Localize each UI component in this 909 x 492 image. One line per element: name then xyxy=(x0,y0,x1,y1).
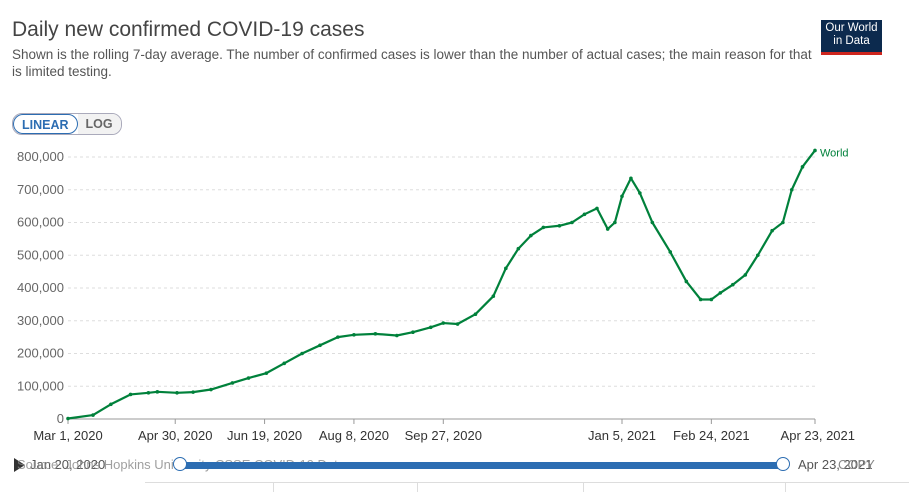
x-tick-label: Feb 24, 2021 xyxy=(673,428,750,443)
x-tick-label: Sep 27, 2020 xyxy=(405,428,482,443)
log-scale-button[interactable]: LOG xyxy=(77,114,121,134)
data-point xyxy=(718,291,723,295)
series-label-world: World xyxy=(820,147,849,159)
logo-line-2: in Data xyxy=(833,35,870,47)
data-point xyxy=(595,206,599,211)
data-point xyxy=(516,246,521,251)
scale-toggle: LINEAR LOG xyxy=(12,113,122,135)
linear-scale-button[interactable]: LINEAR xyxy=(13,114,78,134)
data-point xyxy=(300,351,304,356)
data-point xyxy=(730,282,735,287)
tab-divider xyxy=(417,483,418,492)
data-point xyxy=(336,335,340,339)
x-tick-label: Jan 5, 2021 xyxy=(588,428,656,443)
data-point xyxy=(318,343,322,348)
data-point xyxy=(789,187,794,192)
data-point xyxy=(582,212,587,217)
data-point xyxy=(264,371,269,375)
data-point xyxy=(230,381,235,385)
data-point xyxy=(128,392,133,397)
timeline-start-label: Jan 20, 2020 xyxy=(30,457,106,472)
y-tick-label: 0 xyxy=(57,411,64,426)
data-point xyxy=(613,220,617,225)
data-point xyxy=(395,333,399,338)
owid-logo[interactable]: Our World in Data xyxy=(821,20,882,55)
x-tick-label: Jun 19, 2020 xyxy=(227,428,302,443)
play-icon[interactable] xyxy=(14,458,25,472)
chart-title: Daily new confirmed COVID-19 cases xyxy=(12,18,365,41)
y-tick-label: 500,000 xyxy=(17,247,64,262)
data-point xyxy=(698,297,703,302)
y-tick-label: 700,000 xyxy=(17,182,64,197)
logo-line-1: Our World xyxy=(825,22,878,34)
y-tick-label: 300,000 xyxy=(17,313,64,328)
series-line-world xyxy=(67,149,816,420)
timeline: Jan 20, 2020 Source: Johns Hopkins Unive… xyxy=(0,452,909,482)
data-point xyxy=(411,330,415,335)
data-point xyxy=(668,250,673,254)
data-point xyxy=(756,253,760,258)
series-labels: World xyxy=(820,147,849,159)
data-point xyxy=(209,387,213,392)
data-point xyxy=(605,227,610,231)
data-point xyxy=(813,148,817,153)
y-tick-label: 800,000 xyxy=(17,149,64,164)
data-point xyxy=(175,391,179,395)
data-point xyxy=(109,402,113,407)
data-point xyxy=(373,332,378,336)
data-point xyxy=(743,273,748,277)
data-point xyxy=(66,416,70,421)
data-point xyxy=(620,194,624,199)
tab-divider xyxy=(785,483,786,492)
timeline-end-handle[interactable] xyxy=(776,457,790,471)
y-tick-label: 100,000 xyxy=(17,378,64,393)
x-tick-label: Aug 8, 2020 xyxy=(319,428,389,443)
copy-link[interactable]: COPY xyxy=(838,457,875,472)
data-point xyxy=(684,279,689,284)
data-point xyxy=(629,176,633,181)
data-point xyxy=(529,233,533,238)
data-point xyxy=(570,220,574,225)
x-tick-label: Apr 30, 2020 xyxy=(138,428,212,443)
data-point xyxy=(352,333,356,337)
data-point xyxy=(428,325,433,330)
data-point xyxy=(770,228,774,233)
data-point xyxy=(246,376,251,380)
data-point xyxy=(800,165,805,169)
data-point xyxy=(473,312,478,316)
timeline-end-label: Apr 23, 2021 xyxy=(798,457,873,472)
data-point xyxy=(91,413,95,417)
gridlines xyxy=(68,156,815,420)
y-axis-ticks: 0 100,000 200,000 300,000 400,000 500,000 600,… xyxy=(17,149,64,426)
data-point xyxy=(557,223,562,228)
data-point xyxy=(282,361,287,366)
y-tick-label: 600,000 xyxy=(17,215,64,230)
chart-subtitle: Shown is the rolling 7-day average. The … xyxy=(12,47,812,79)
series-lines xyxy=(67,149,816,420)
data-point xyxy=(146,391,151,395)
data-point xyxy=(638,191,642,195)
data-point xyxy=(541,225,546,230)
data-point xyxy=(709,297,714,302)
data-point xyxy=(441,321,446,325)
data-point xyxy=(455,322,460,326)
footer-tab-bar xyxy=(145,482,909,492)
timeline-start-handle[interactable] xyxy=(173,457,187,471)
data-point xyxy=(650,220,655,225)
data-point xyxy=(155,390,160,394)
x-axis-ticks: Mar 1, 2020 Apr 30, 2020 Jun 19, 2020 Aug 8… xyxy=(33,419,855,443)
y-tick-label: 200,000 xyxy=(17,346,64,361)
data-point xyxy=(191,390,195,394)
x-tick-label: Mar 1, 2020 xyxy=(33,428,102,443)
timeline-track[interactable] xyxy=(180,462,783,469)
y-tick-label: 400,000 xyxy=(17,280,64,295)
tab-divider xyxy=(583,483,584,492)
series-points xyxy=(66,148,817,421)
tab-divider xyxy=(273,483,274,492)
data-point xyxy=(504,266,508,271)
line-chart: 0 100,000 200,000 300,000 400,000 500,000 600,… xyxy=(17,147,855,443)
data-point xyxy=(781,220,785,225)
data-point xyxy=(491,294,496,298)
x-tick-label: Apr 23, 2021 xyxy=(781,428,855,443)
